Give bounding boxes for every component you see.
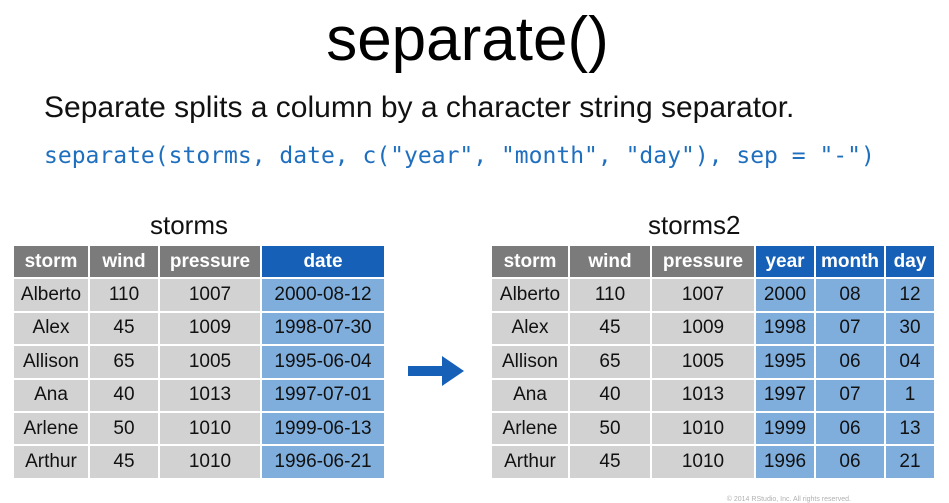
table-cell-highlighted: 1999 [754,410,816,447]
table-cell: Alex [490,310,570,347]
table-cell: 110 [568,277,652,313]
column-header-highlighted: month [814,243,886,280]
table-cell: Alex [12,310,90,347]
table-cell: Ana [12,377,90,413]
table-cell: 45 [88,444,160,480]
table-cell: 1013 [158,377,262,413]
table-cell-highlighted: 1998 [754,310,816,347]
table-cell: Arlene [12,410,90,447]
table-cell-highlighted: 04 [884,344,936,380]
table-cell-highlighted: 21 [884,444,936,480]
table-cell: 45 [88,310,160,347]
table-cell: 1010 [158,410,262,447]
table-cell-highlighted: 06 [814,444,886,480]
table-row: Alberto 110 1007 2000 08 12 [490,277,936,313]
left-table-name: storms [150,210,228,240]
column-header: pressure [650,243,756,280]
column-header-highlighted: day [884,243,936,280]
table-cell: 1010 [650,410,756,447]
table-cell: Arthur [490,444,570,480]
table-cell: 50 [568,410,652,447]
table-row: Alberto 110 1007 2000-08-12 [12,277,386,313]
table-cell-highlighted: 2000 [754,277,816,313]
table-cell: Arthur [12,444,90,480]
table-row: Alex 45 1009 1998 07 30 [490,310,936,347]
table-cell: 65 [88,344,160,380]
storms2-table: storm wind pressure year month day Alber… [490,243,936,480]
table-row: Ana 40 1013 1997 07 1 [490,377,936,413]
table-cell-highlighted: 12 [884,277,936,313]
table-cell: 50 [88,410,160,447]
table-cell-highlighted: 30 [884,310,936,347]
table-cell-highlighted: 06 [814,344,886,380]
column-header: wind [568,243,652,280]
subtitle: Separate splits a column by a character … [44,91,795,124]
table-cell: 1005 [158,344,262,380]
table-cell: 40 [88,377,160,413]
code-example: separate(storms, date, c("year", "month"… [44,143,875,169]
table-cell: 40 [568,377,652,413]
storms-table: storm wind pressure date Alberto 110 100… [12,243,386,480]
right-arrow-icon [408,356,464,386]
table-cell: 1010 [158,444,262,480]
table-cell: 1007 [158,277,262,313]
table-cell: Allison [12,344,90,380]
table-cell-highlighted: 1996 [754,444,816,480]
table-row: Alex 45 1009 1998-07-30 [12,310,386,347]
table-cell-highlighted: 13 [884,410,936,447]
column-header: pressure [158,243,262,280]
table-cell: Alberto [490,277,570,313]
table-row: Arthur 45 1010 1996 06 21 [490,444,936,480]
page-title: separate() [326,5,609,74]
table-cell-highlighted: 07 [814,310,886,347]
table-cell-highlighted: 1995-06-04 [260,344,386,380]
table-cell: 45 [568,310,652,347]
table-cell-highlighted: 2000-08-12 [260,277,386,313]
table-cell-highlighted: 07 [814,377,886,413]
table-cell-highlighted: 1996-06-21 [260,444,386,480]
table-cell: 1009 [158,310,262,347]
table-cell: Alberto [12,277,90,313]
table-row: Arlene 50 1010 1999 06 13 [490,410,936,447]
table-cell: 1007 [650,277,756,313]
table-row: Arlene 50 1010 1999-06-13 [12,410,386,447]
right-table-name: storms2 [648,210,741,240]
table-cell: Arlene [490,410,570,447]
column-header: wind [88,243,160,280]
storms-table-header: storm wind pressure date [12,243,386,280]
table-cell-highlighted: 1997 [754,377,816,413]
table-cell: 1010 [650,444,756,480]
table-cell: 1009 [650,310,756,347]
table-cell: Allison [490,344,570,380]
table-cell: 1013 [650,377,756,413]
column-header: storm [490,243,570,280]
table-cell-highlighted: 08 [814,277,886,313]
table-cell-highlighted: 1997-07-01 [260,377,386,413]
table-cell: 65 [568,344,652,380]
table-cell-highlighted: 06 [814,410,886,447]
table-cell-highlighted: 1995 [754,344,816,380]
table-row: Ana 40 1013 1997-07-01 [12,377,386,413]
column-header-highlighted: date [260,243,386,280]
table-cell: 45 [568,444,652,480]
copyright-notice: © 2014 RStudio, Inc. All rights reserved… [726,496,851,503]
column-header-highlighted: year [754,243,816,280]
table-cell: 1005 [650,344,756,380]
column-header: storm [12,243,90,280]
table-row: Arthur 45 1010 1996-06-21 [12,444,386,480]
table-cell-highlighted: 1 [884,377,936,413]
table-cell: Ana [490,377,570,413]
table-cell: 110 [88,277,160,313]
table-row: Allison 65 1005 1995-06-04 [12,344,386,380]
table-row: Allison 65 1005 1995 06 04 [490,344,936,380]
table-cell-highlighted: 1999-06-13 [260,410,386,447]
storms2-table-header: storm wind pressure year month day [490,243,936,280]
table-cell-highlighted: 1998-07-30 [260,310,386,347]
